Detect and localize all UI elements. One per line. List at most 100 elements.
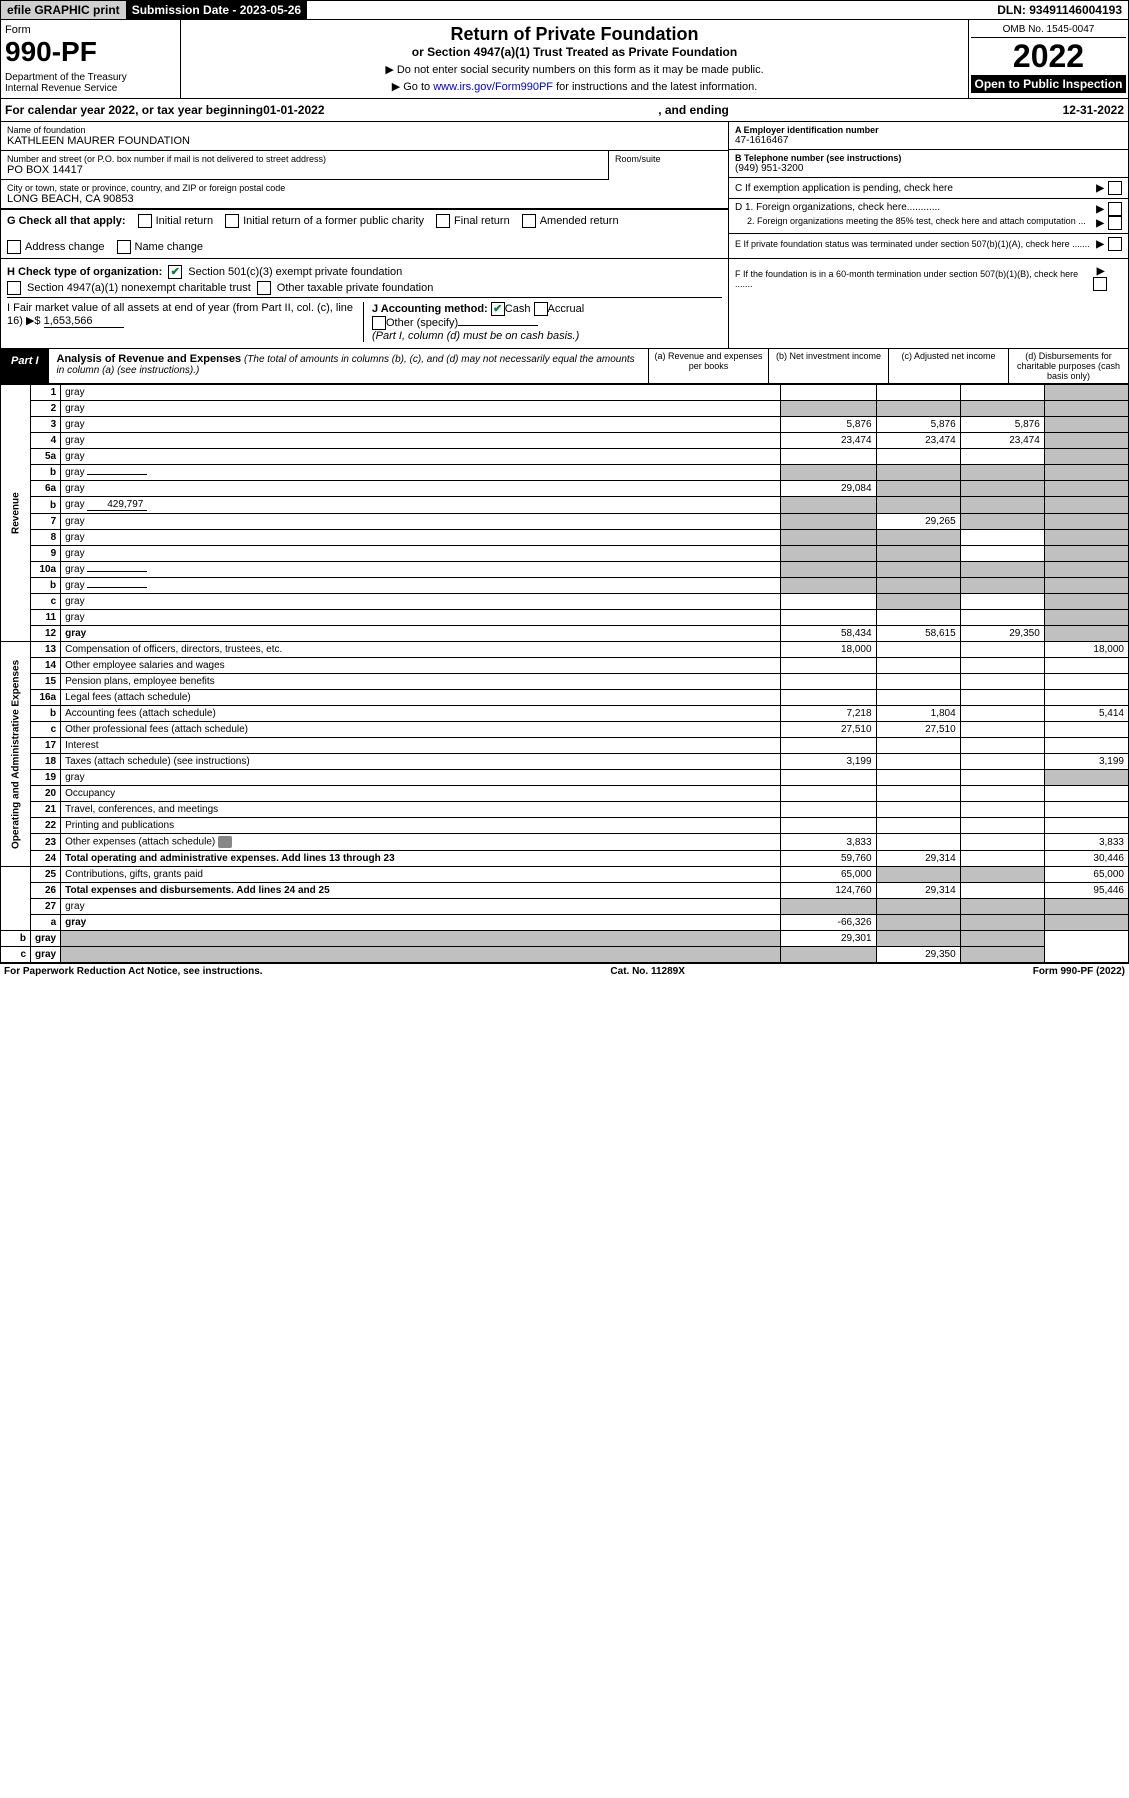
instructions-link[interactable]: www.irs.gov/Form990PF xyxy=(433,81,553,93)
part1-desc: Analysis of Revenue and Expenses (The to… xyxy=(49,349,648,383)
cell-value: 3,199 xyxy=(1044,754,1128,770)
line-number: 17 xyxy=(31,738,61,754)
line-desc: gray xyxy=(61,449,780,465)
cell-value: 7,218 xyxy=(780,706,876,722)
cell-gray xyxy=(1044,562,1128,578)
department: Department of the Treasury Internal Reve… xyxy=(5,72,176,94)
cell-value: 3,833 xyxy=(1044,834,1128,851)
checkbox-e[interactable] xyxy=(1108,237,1122,251)
cell-value: 18,000 xyxy=(1044,642,1128,658)
cell-gray xyxy=(960,578,1044,594)
address: PO BOX 14417 xyxy=(7,164,602,176)
checkbox-accrual[interactable] xyxy=(534,302,548,316)
footer-left: For Paperwork Reduction Act Notice, see … xyxy=(4,966,263,977)
cell-gray xyxy=(1044,578,1128,594)
checkbox-4947[interactable] xyxy=(7,281,21,295)
cell-gray xyxy=(780,546,876,562)
checkbox-c[interactable] xyxy=(1108,181,1122,195)
cell-value xyxy=(876,642,960,658)
checkbox-other-method[interactable] xyxy=(372,316,386,330)
cell-value xyxy=(780,658,876,674)
note-link: ▶ Go to www.irs.gov/Form990PF for instru… xyxy=(185,80,964,93)
line-desc: gray xyxy=(61,514,780,530)
line-number: 4 xyxy=(31,433,61,449)
cell-value: 29,314 xyxy=(876,851,960,867)
form-subtitle: or Section 4947(a)(1) Trust Treated as P… xyxy=(185,45,964,59)
line-number: 8 xyxy=(31,530,61,546)
cell-value: 124,760 xyxy=(780,883,876,899)
checkbox-501c3[interactable] xyxy=(168,265,182,279)
line-number: 11 xyxy=(31,610,61,626)
d-cell: D 1. Foreign organizations, check here..… xyxy=(729,199,1128,234)
line-number: c xyxy=(31,594,61,610)
line-desc: gray xyxy=(31,947,61,963)
checkbox-initial-former[interactable] xyxy=(225,214,239,228)
cell-gray xyxy=(876,481,960,497)
checkbox-name-change[interactable] xyxy=(117,240,131,254)
line-number: c xyxy=(31,722,61,738)
calendar-year-row: For calendar year 2022, or tax year begi… xyxy=(0,99,1129,122)
col-c-header: (c) Adjusted net income xyxy=(888,349,1008,383)
checkbox-f[interactable] xyxy=(1093,277,1107,291)
cell-gray xyxy=(876,915,960,931)
line-desc: gray xyxy=(61,401,780,417)
cell-value xyxy=(780,818,876,834)
checkbox-d2[interactable] xyxy=(1108,216,1122,230)
submission-date: Submission Date - 2023-05-26 xyxy=(126,1,307,19)
cell-value: 5,876 xyxy=(780,417,876,433)
line-desc: Contributions, gifts, grants paid xyxy=(61,867,780,883)
line-desc: Other expenses (attach schedule) xyxy=(61,834,780,851)
line-desc: gray xyxy=(61,899,780,915)
cell-value xyxy=(960,851,1044,867)
cell-value xyxy=(780,674,876,690)
c-label: C If exemption application is pending, c… xyxy=(735,183,953,194)
cell-value xyxy=(1044,674,1128,690)
cell-gray xyxy=(876,562,960,578)
cell-value xyxy=(960,786,1044,802)
entity-info: Name of foundation KATHLEEN MAURER FOUND… xyxy=(0,122,1129,259)
part1-table: Revenue1gray2gray3gray5,8765,8765,8764gr… xyxy=(0,384,1129,963)
cell-gray xyxy=(960,481,1044,497)
cell-gray xyxy=(780,578,876,594)
cell-value xyxy=(960,674,1044,690)
line-desc: gray xyxy=(61,562,780,578)
cell-value: 5,876 xyxy=(960,417,1044,433)
checkbox-address-change[interactable] xyxy=(7,240,21,254)
city-cell: City or town, state or province, country… xyxy=(1,180,728,209)
cell-value: 3,833 xyxy=(780,834,876,851)
section-hij: H Check type of organization: Section 50… xyxy=(0,259,1129,349)
line-number: 20 xyxy=(31,786,61,802)
cell-gray xyxy=(1044,385,1128,401)
checkbox-cash[interactable] xyxy=(491,302,505,316)
cell-gray xyxy=(876,578,960,594)
attach-icon[interactable] xyxy=(218,836,232,848)
form-title: Return of Private Foundation xyxy=(185,24,964,45)
cell-value xyxy=(780,738,876,754)
cell-gray xyxy=(780,947,876,963)
cell-value xyxy=(780,594,876,610)
checkbox-other-taxable[interactable] xyxy=(257,281,271,295)
cell-value: 18,000 xyxy=(780,642,876,658)
cell-value: 58,434 xyxy=(780,626,876,642)
checkbox-final-return[interactable] xyxy=(436,214,450,228)
checkbox-d1[interactable] xyxy=(1108,202,1122,216)
cal-end: 12-31-2022 xyxy=(1063,103,1124,117)
line-desc: Printing and publications xyxy=(61,818,780,834)
cell-value xyxy=(960,594,1044,610)
checkbox-initial-return[interactable] xyxy=(138,214,152,228)
line-number: c xyxy=(1,947,31,963)
cell-gray xyxy=(1044,626,1128,642)
cell-value xyxy=(1044,658,1128,674)
line-desc: Other professional fees (attach schedule… xyxy=(61,722,780,738)
note-ssn: ▶ Do not enter social security numbers o… xyxy=(185,63,964,76)
cell-gray xyxy=(1044,497,1128,514)
cell-gray xyxy=(876,401,960,417)
line-desc: gray xyxy=(61,915,780,931)
line-desc: Taxes (attach schedule) (see instruction… xyxy=(61,754,780,770)
j-note: (Part I, column (d) must be on cash basi… xyxy=(372,330,579,342)
cell-gray xyxy=(876,594,960,610)
checkbox-amended[interactable] xyxy=(522,214,536,228)
form-number: 990-PF xyxy=(5,36,176,68)
line-desc: Compensation of officers, directors, tru… xyxy=(61,642,780,658)
cell-value: 23,474 xyxy=(960,433,1044,449)
